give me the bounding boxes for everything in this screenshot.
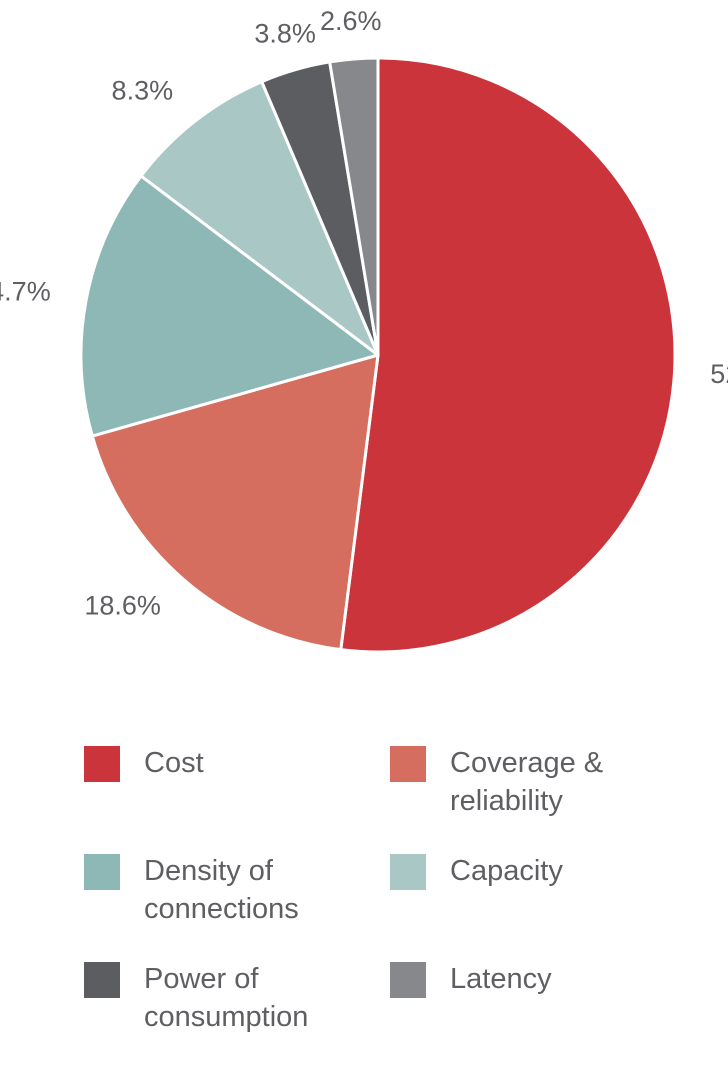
pie-slices: [79, 56, 677, 654]
pie-slice-latency: [328, 56, 380, 357]
legend-swatch-latency: [390, 962, 426, 998]
legend-item-power: Power of consumption: [84, 960, 364, 1036]
legend-swatch-capacity: [390, 854, 426, 890]
legend-swatch-power: [84, 962, 120, 998]
legend-item-capacity: Capacity: [390, 852, 680, 890]
slice-label-capacity: 8.3%: [112, 76, 174, 106]
slice-label-power: 3.8%: [254, 18, 316, 48]
slice-label-cost: 52%: [710, 359, 728, 389]
legend-item-latency: Latency: [390, 960, 680, 998]
legend-item-density: Density of connections: [84, 852, 344, 928]
legend-label-power: Power of consumption: [144, 963, 309, 1033]
slice-label-density: 14.7%: [0, 277, 51, 307]
pie-slice-density: [79, 174, 380, 438]
pie-slice-capacity: [139, 80, 380, 357]
legend: Cost Coverage & reliability Density of c…: [0, 730, 728, 1050]
pie-slice-cost: [339, 56, 677, 654]
slice-labels: 52% 18.6% 14.7% 8.3% 3.8%2.6%: [0, 6, 728, 620]
pie-slice-coverage: [90, 353, 380, 652]
legend-swatch-density: [84, 854, 120, 890]
legend-item-coverage: Coverage & reliability: [390, 744, 640, 820]
legend-label-density: Density of connections: [144, 855, 299, 925]
pie-chart: 52% 18.6% 14.7% 8.3% 3.8%2.6%: [0, 6, 728, 654]
legend-swatch-cost: [84, 746, 120, 782]
legend-label-capacity: Capacity: [450, 855, 563, 887]
legend-swatch-coverage: [390, 746, 426, 782]
slice-label-coverage: 18.6%: [84, 591, 161, 621]
legend-label-coverage: Coverage & reliability: [450, 747, 604, 817]
legend-label-latency: Latency: [450, 963, 552, 995]
slice-label-latency: 2.6%: [320, 6, 382, 36]
legend-label-cost: Cost: [144, 747, 204, 779]
legend-item-cost: Cost: [84, 744, 374, 782]
